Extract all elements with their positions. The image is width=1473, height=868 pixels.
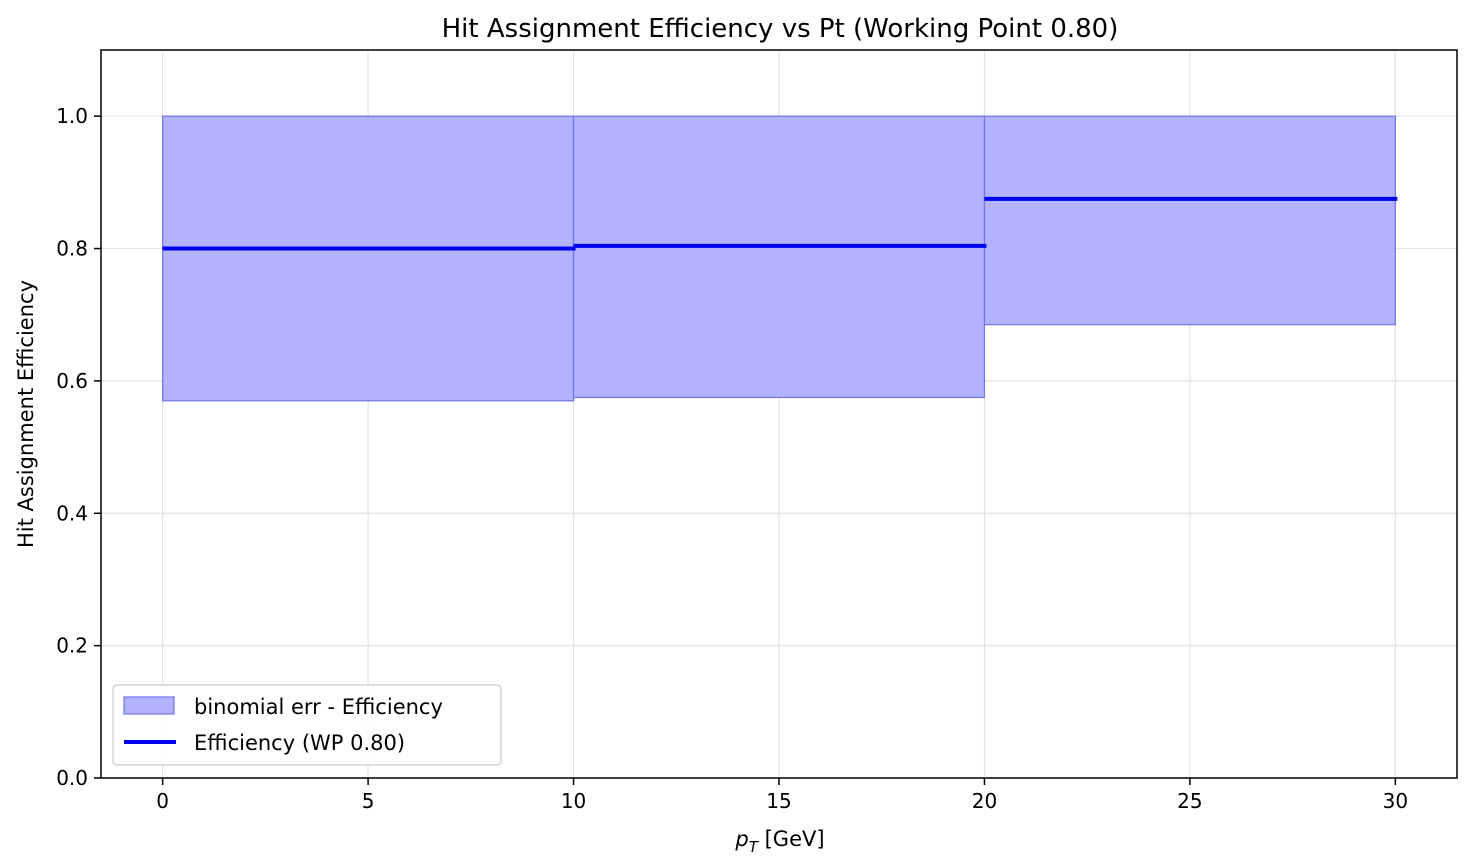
x-tick-label: 10 [561,789,586,813]
y-tick-label: 1.0 [56,104,88,128]
x-tick-label: 0 [156,789,169,813]
x-tick-label: 30 [1383,789,1408,813]
y-tick-label: 0.8 [56,237,88,261]
x-axis-subscript: T [749,838,760,856]
x-axis-label: pT [GeV] [734,827,824,856]
legend-box [112,684,502,766]
x-tick-label: 20 [972,789,997,813]
error-band [983,115,1396,326]
chart-title: Hit Assignment Efficiency vs Pt (Working… [442,14,1119,44]
x-tick-label: 15 [766,789,791,813]
x-tick-label: 5 [362,789,375,813]
error-band [162,115,575,402]
legend: binomial err - Efficiency Efficiency (WP… [112,684,502,766]
y-axis-label: Hit Assignment Efficiency [14,280,38,548]
x-axis-symbol: p [734,827,748,851]
efficiency-lines [162,196,1398,251]
x-axis-ticks: 0 5 10 15 20 25 30 [156,778,1408,813]
y-tick-label: 0.2 [56,634,88,658]
error-bands [162,115,1396,402]
y-axis-ticks: 0.0 0.2 0.4 0.6 0.8 1.0 [56,104,101,790]
legend-band-swatch [123,696,175,715]
legend-line-label: Efficiency (WP 0.80) [194,731,405,755]
error-band [572,115,986,399]
y-tick-label: 0.0 [56,766,88,790]
legend-band-label: binomial err - Efficiency [194,695,443,719]
x-tick-label: 25 [1177,789,1202,813]
x-axis-unit: [GeV] [758,827,825,851]
y-tick-label: 0.4 [56,501,88,525]
y-tick-label: 0.6 [56,369,88,393]
